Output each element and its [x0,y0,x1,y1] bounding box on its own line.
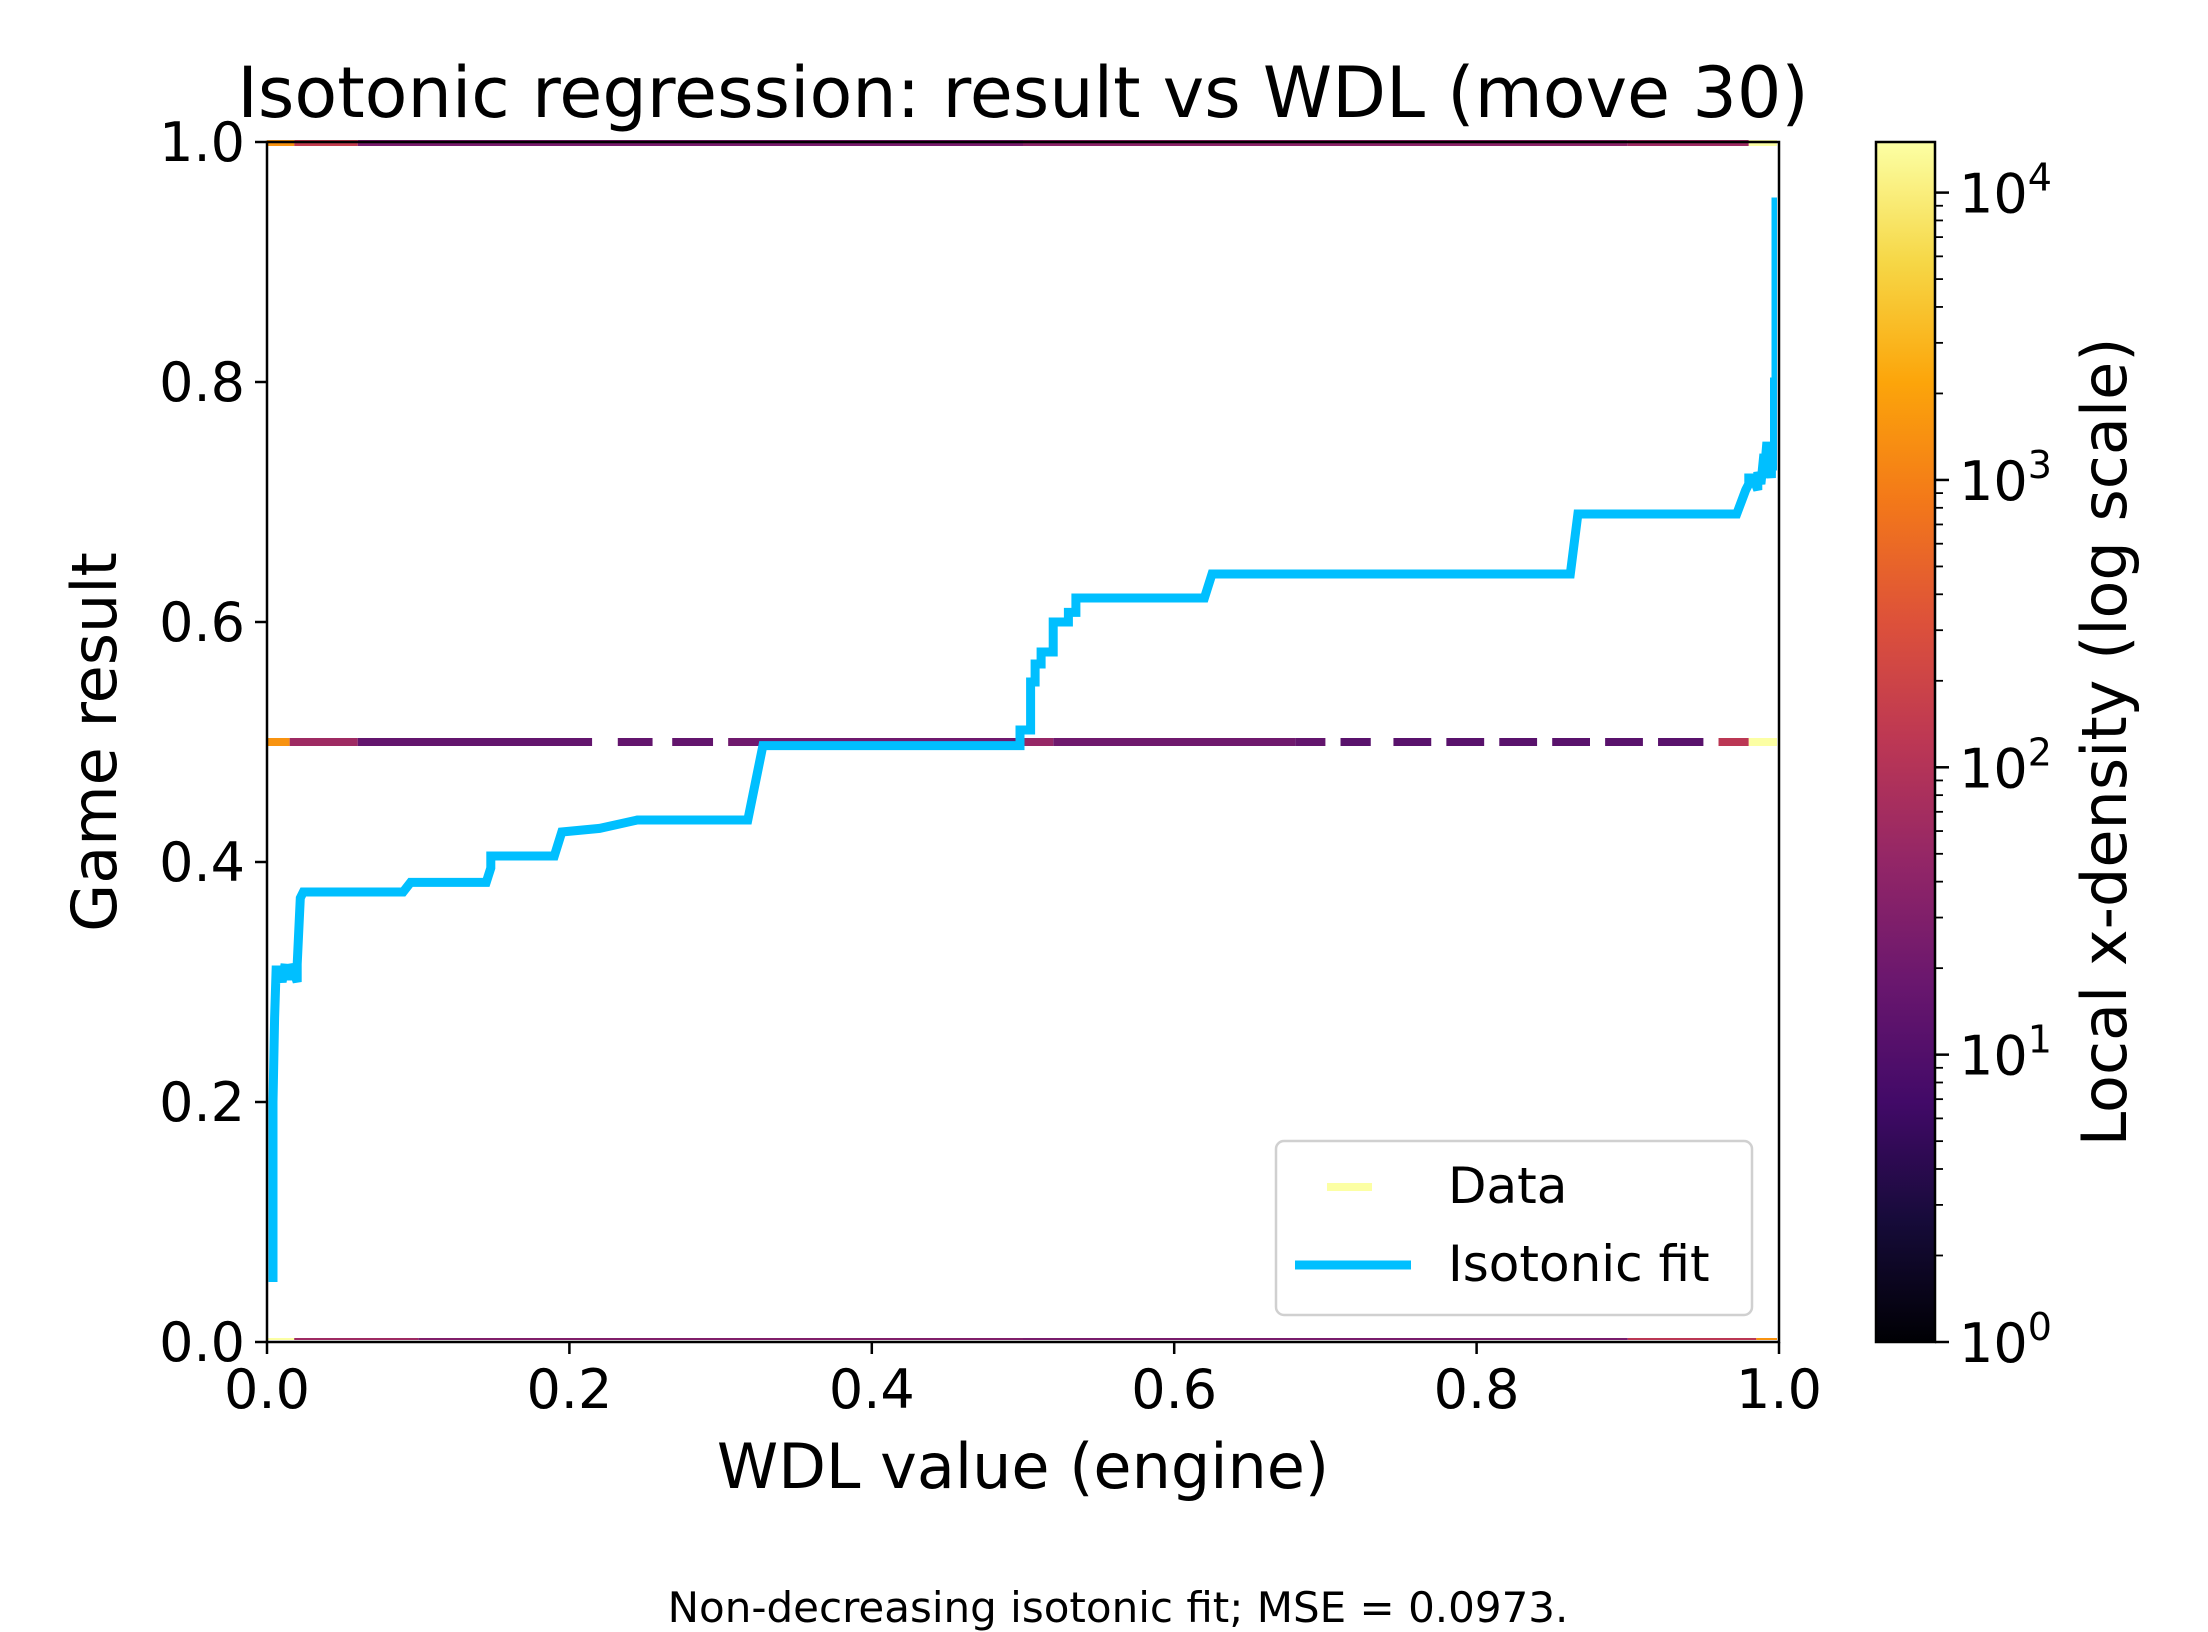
y-tick-label: 0.2 [159,1071,245,1134]
y-tick-label: 0.8 [159,351,245,414]
y-axis: 0.0 0.2 0.4 0.6 0.8 1.0 [159,111,267,1374]
caption: Non-decreasing isotonic fit; MSE = 0.097… [668,1583,1569,1632]
fit-layer [268,197,1777,1282]
colorbar-tick-label: 100 [1959,1305,2052,1375]
y-tick-label: 0.0 [159,1311,245,1374]
legend-box [1274,1139,1754,1317]
x-tick-label: 1.0 [1736,1358,1822,1421]
x-tick-label: 0.4 [829,1358,915,1421]
y-tick-label: 0.4 [159,831,245,894]
isotonic-fit-line [268,197,1777,1282]
colorbar-label: Local x-density (log scale) [2068,338,2141,1147]
colorbar-tick-label: 102 [1959,730,2052,800]
chart-title: Isotonic regression: result vs WDL (move… [237,52,1808,134]
colorbar-gradient [1874,140,1937,1344]
legend: Data Isotonic fit [1274,1139,1754,1317]
x-tick-label: 0.6 [1131,1358,1217,1421]
y-tick-label: 0.6 [159,591,245,654]
legend-fit-label: Isotonic fit [1448,1235,1710,1293]
colorbar-tick-label: 101 [1959,1018,2052,1088]
colorbar-tick-label: 104 [1959,156,2052,226]
x-tick-label: 0.0 [224,1358,310,1421]
y-axis-label: Game result [58,552,131,932]
colorbar: 100 101 102 103 104 Local x-density (log sca… [1874,140,2141,1375]
x-axis-label: WDL value (engine) [717,1430,1329,1503]
x-tick-label: 0.8 [1434,1358,1520,1421]
legend-data-label: Data [1448,1157,1567,1215]
colorbar-minor-ticks [1935,204,1943,1257]
x-axis: 0.0 0.2 0.4 0.6 0.8 1.0 [224,1342,1822,1421]
x-tick-label: 0.2 [526,1358,612,1421]
y-tick-label: 1.0 [159,111,245,174]
plot-frame [265,140,1781,1344]
colorbar-ticks: 100 101 102 103 104 [1935,156,2052,1375]
colorbar-tick-label: 103 [1959,443,2052,513]
